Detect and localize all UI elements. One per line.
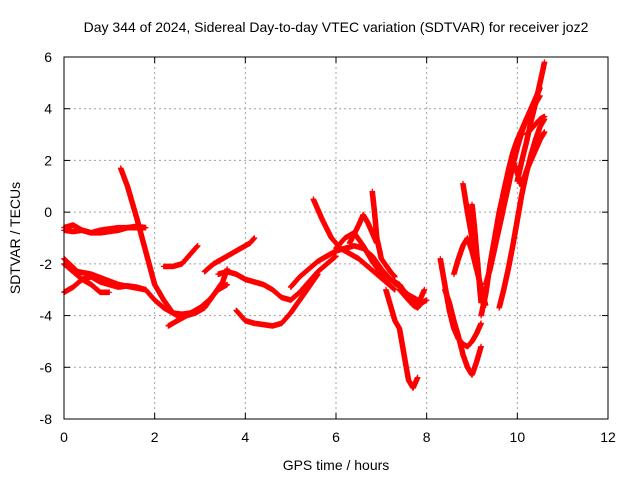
x-axis-label: GPS time / hours [283, 457, 390, 473]
series-track-7 [160, 243, 201, 270]
plus-markers [310, 196, 398, 293]
y-tick-label: -4 [40, 308, 53, 324]
plus-markers [442, 286, 484, 378]
series-track-17 [383, 286, 421, 391]
x-tick-label: 10 [510, 429, 526, 445]
chart-title: Day 344 of 2024, Sidereal Day-to-day VTE… [84, 19, 589, 35]
series-track-20 [442, 286, 484, 378]
data-marks [61, 59, 548, 391]
y-tick-label: 4 [44, 101, 52, 117]
y-tick-label: -2 [40, 256, 53, 272]
y-tick-label: 2 [44, 152, 52, 168]
plus-markers [510, 129, 548, 190]
plus-markers [469, 201, 484, 306]
plus-markers [165, 266, 230, 329]
x-tick-label: 6 [332, 429, 340, 445]
y-tick-label: -8 [40, 411, 53, 427]
x-tick-label: 4 [241, 429, 249, 445]
x-tick-label: 2 [151, 429, 159, 445]
y-axis-label: SDTVAR / TECUs [7, 182, 23, 294]
series-track-16 [369, 188, 398, 280]
series-track-11 [233, 271, 321, 329]
plus-markers [396, 286, 430, 311]
series-track-29 [523, 113, 548, 138]
plus-markers [201, 235, 258, 275]
x-tick-label: 12 [600, 429, 616, 445]
series-track-18 [396, 286, 430, 311]
series-track-8 [165, 266, 230, 329]
y-tick-label: 0 [44, 204, 52, 220]
series-track-23 [469, 201, 484, 306]
plus-markers [369, 188, 398, 280]
x-tick-label: 8 [423, 429, 431, 445]
plus-markers [215, 253, 339, 303]
plus-markers [383, 286, 421, 391]
series-track-9 [201, 235, 258, 275]
plus-markers [523, 113, 548, 138]
plus-markers [233, 271, 321, 329]
series-track-12 [310, 196, 398, 293]
series-track-28 [510, 129, 548, 190]
plus-markers [160, 243, 201, 270]
plot-frame [63, 56, 609, 420]
y-tick-label: 6 [44, 49, 52, 65]
tick-labels: 0 2 4 6 8 10 12 -8 -6 -4 -2 0 2 4 6 [40, 49, 616, 445]
grid-lines [64, 57, 608, 419]
series-track-10 [215, 253, 339, 303]
y-tick-label: -6 [40, 359, 53, 375]
x-tick-label: 0 [60, 429, 68, 445]
